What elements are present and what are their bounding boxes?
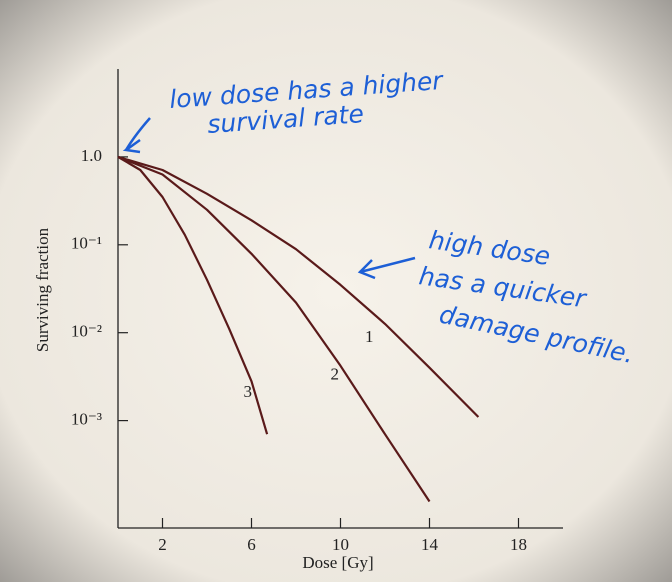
curve-label: 2 — [331, 365, 340, 384]
y-tick-label: 10⁻¹ — [71, 234, 102, 253]
x-tick-label: 10 — [332, 535, 349, 554]
y-tick-label: 10⁻² — [71, 322, 102, 341]
chart: Dose [Gy] Surviving fraction 1.0 10⁻¹ 10⁻²… — [0, 0, 672, 582]
page: {"chart_data": { "type": "line", "y_labe… — [0, 0, 672, 582]
y-tick-label: 1.0 — [81, 146, 102, 165]
x-axis-title: Dose [Gy] — [302, 553, 373, 572]
y-axis-title: Surviving fraction — [33, 227, 52, 352]
x-tick-label: 6 — [247, 535, 256, 554]
x-tick-label: 14 — [421, 535, 439, 554]
x-tick-label: 2 — [158, 535, 167, 554]
y-tick-label: 10⁻³ — [71, 410, 102, 429]
x-tick-label: 18 — [510, 535, 527, 554]
curve-label: 3 — [244, 382, 253, 401]
curve-label: 1 — [365, 327, 374, 346]
